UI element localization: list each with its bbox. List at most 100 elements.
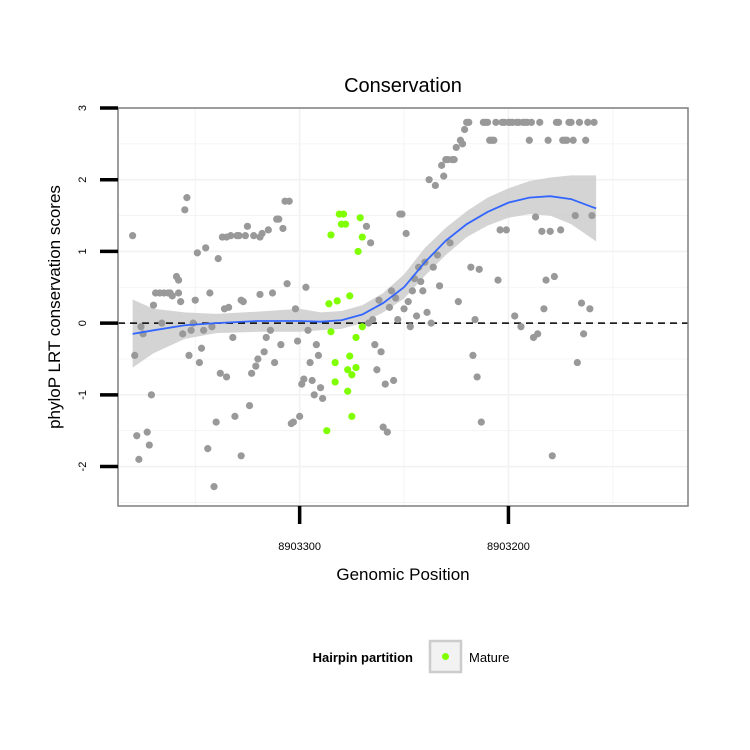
confidence-ribbon-layer <box>132 175 597 368</box>
data-point-other <box>392 294 400 302</box>
data-point-other <box>536 118 544 126</box>
y-tick-label: 3 <box>77 105 89 111</box>
data-point-other <box>467 263 475 271</box>
data-point-other <box>362 222 371 230</box>
data-point-other <box>419 287 427 295</box>
data-point-other <box>540 305 548 313</box>
data-point-other <box>563 136 571 144</box>
data-point-other <box>577 299 586 307</box>
data-point-other <box>296 412 304 420</box>
data-point-mature <box>331 358 339 367</box>
data-point-other <box>452 143 460 152</box>
data-point-other <box>191 296 199 304</box>
data-point-other <box>270 358 279 367</box>
data-point-other <box>145 441 153 449</box>
data-point-other <box>147 391 156 399</box>
data-point-other <box>137 323 145 331</box>
y-tick-label: 2 <box>77 177 89 183</box>
data-point-other <box>542 276 550 284</box>
data-point-other <box>195 358 204 367</box>
data-point-other <box>483 118 492 126</box>
data-point-mature <box>323 427 331 435</box>
data-point-other <box>245 402 254 410</box>
data-point-other <box>308 376 316 385</box>
data-point-other <box>310 391 318 399</box>
y-tick-label: -1 <box>77 390 89 400</box>
data-point-other <box>527 118 536 126</box>
data-point-other <box>438 161 446 169</box>
data-point-other <box>385 303 394 311</box>
data-point-other <box>590 118 598 126</box>
data-point-other <box>446 239 454 247</box>
data-point-other <box>367 239 375 247</box>
data-point-other <box>316 384 325 392</box>
data-point-other <box>179 330 187 338</box>
data-point-other <box>197 344 206 352</box>
data-point-other <box>258 229 266 238</box>
data-point-mature <box>352 363 360 372</box>
data-point-other <box>185 351 193 360</box>
data-point-other <box>381 380 389 388</box>
data-point-mature <box>348 412 356 420</box>
legend-title: Hairpin partition <box>313 650 413 665</box>
data-point-other <box>429 263 437 271</box>
legend-entry-mature-label: Mature <box>469 650 509 665</box>
data-point-mature <box>344 387 352 395</box>
data-point-other <box>575 118 584 126</box>
data-point-other <box>471 315 479 324</box>
data-point-other <box>227 232 235 240</box>
x-axis-title: Genomic Position <box>336 565 469 584</box>
legend-key-dot <box>442 653 449 660</box>
data-point-mature <box>354 247 362 256</box>
data-point-other <box>206 289 214 297</box>
data-point-other <box>408 287 416 295</box>
data-point-other <box>200 326 208 334</box>
y-tick-label: 1 <box>77 248 89 254</box>
data-point-other <box>454 298 462 306</box>
y-axis: 3 2 1 0 -1 -2 <box>77 105 118 471</box>
data-point-other <box>181 206 189 214</box>
data-point-other <box>250 232 258 240</box>
data-point-mature <box>341 220 350 228</box>
data-point-other <box>252 362 260 370</box>
data-point-other <box>241 232 249 240</box>
loess-smooth-line <box>132 195 597 335</box>
data-point-other <box>550 272 558 281</box>
data-points-layer <box>129 118 598 491</box>
data-point-other <box>314 351 323 360</box>
data-point-other <box>431 181 439 190</box>
data-point-other <box>248 369 256 377</box>
data-point-mature <box>331 378 339 386</box>
panel-gridlines <box>118 107 688 506</box>
data-point-mature <box>358 323 366 331</box>
data-point-other <box>580 330 588 338</box>
data-point-other <box>588 211 596 220</box>
data-point-other <box>268 289 277 297</box>
data-point-other <box>187 326 195 334</box>
data-point-other <box>496 226 504 234</box>
data-point-mature <box>346 352 354 360</box>
data-point-other <box>435 282 444 290</box>
data-point-other <box>511 312 519 320</box>
data-point-other <box>177 298 185 306</box>
data-point-other <box>312 341 320 349</box>
data-point-mature <box>344 366 352 374</box>
data-point-other <box>262 333 270 342</box>
data-point-other <box>237 452 245 460</box>
data-point-mature <box>327 328 335 336</box>
data-point-other <box>289 418 297 426</box>
data-point-other <box>306 358 314 367</box>
data-point-other <box>212 418 220 426</box>
data-point-other <box>208 323 216 331</box>
data-point-other <box>548 452 556 460</box>
data-point-other <box>394 315 402 324</box>
chart-title: Conservation <box>344 75 462 97</box>
data-point-other <box>319 394 327 403</box>
data-point-other <box>494 276 502 284</box>
data-point-mature <box>339 210 348 218</box>
data-point-other <box>557 226 565 234</box>
data-point-other <box>375 296 383 304</box>
data-point-other <box>440 172 448 180</box>
data-point-other <box>285 197 293 205</box>
